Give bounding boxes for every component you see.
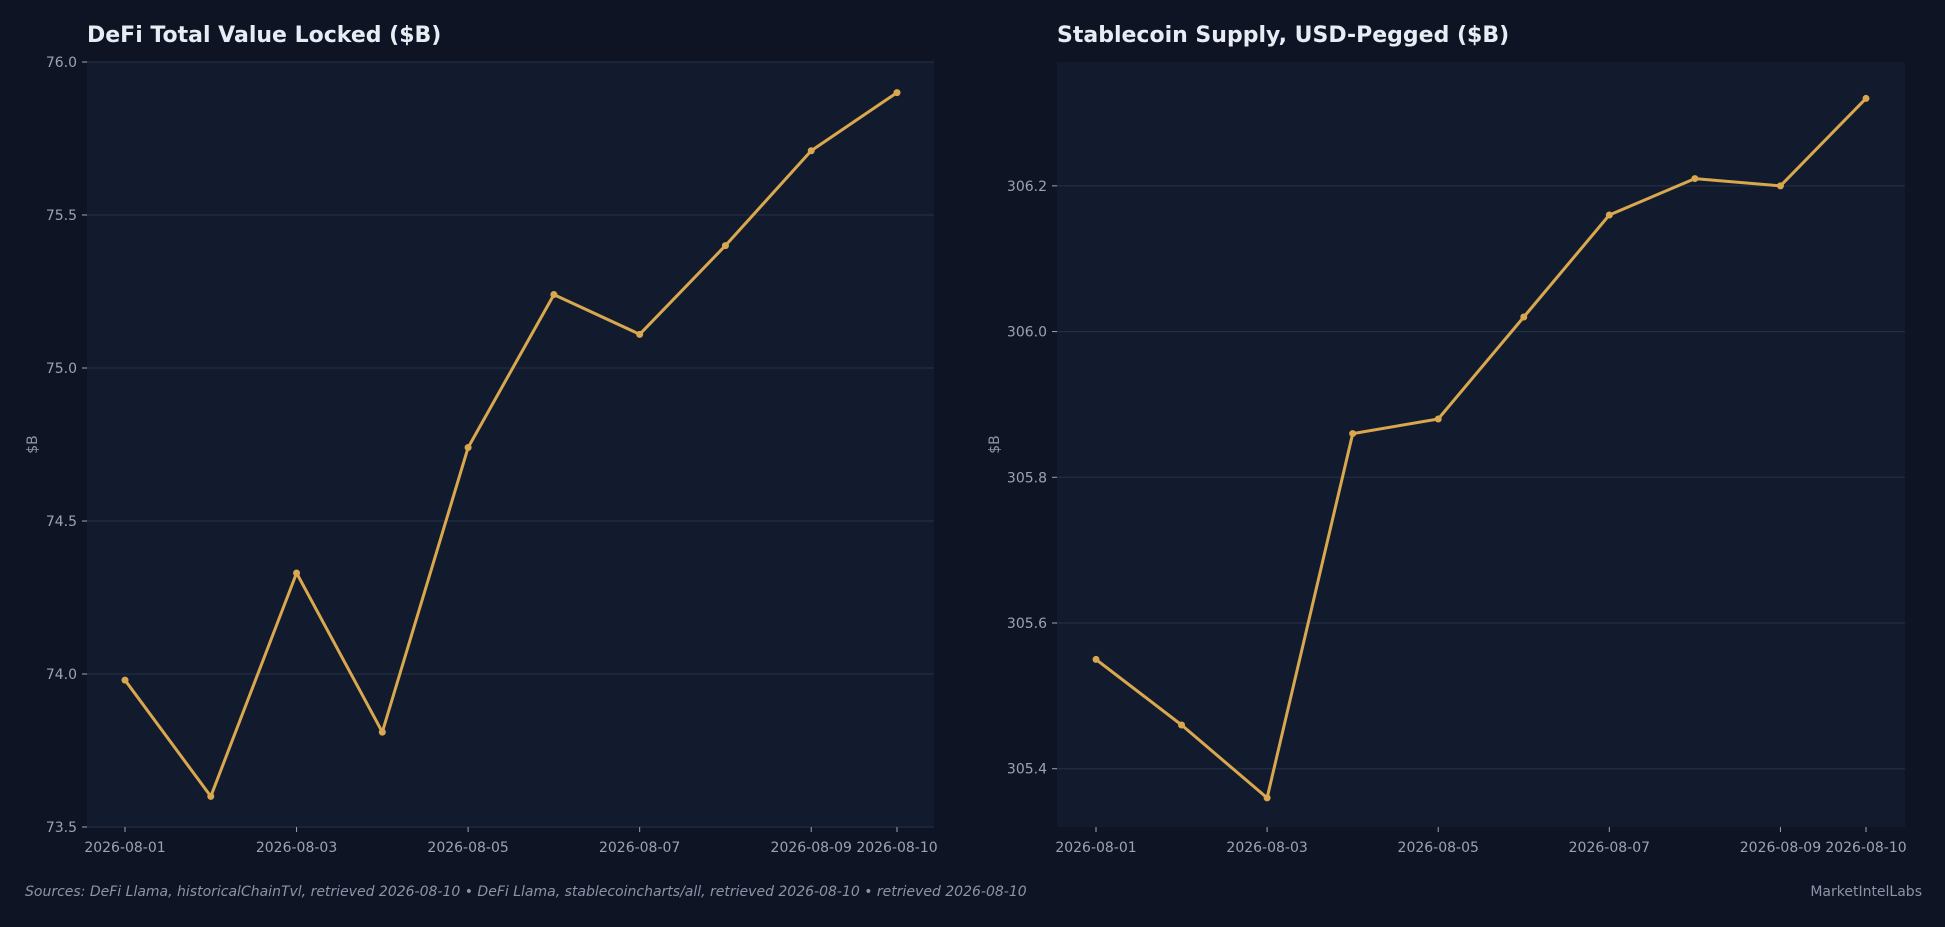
x-tick-label: 2026-08-07	[599, 840, 680, 856]
y-tick-label: 74.0	[46, 667, 77, 683]
y-tick-label: 75.0	[46, 361, 77, 377]
x-tick-label: 2026-08-10	[1825, 840, 1906, 856]
data-point	[721, 242, 729, 250]
series-line	[123, 91, 899, 798]
data-point	[1862, 94, 1870, 102]
x-tick-label: 2026-08-01	[1055, 840, 1136, 856]
x-tick-label: 2026-08-07	[1569, 840, 1650, 856]
y-tick-label: 305.4	[1007, 762, 1047, 778]
data-point	[1263, 794, 1271, 802]
y-tick-label: 74.5	[46, 514, 77, 530]
data-point	[893, 89, 901, 97]
data-point	[1776, 182, 1784, 190]
x-tick-label: 2026-08-01	[84, 840, 165, 856]
plot-area	[1057, 62, 1905, 827]
data-point	[1178, 721, 1186, 729]
data-point	[807, 147, 815, 155]
x-tick-label: 2026-08-03	[1226, 840, 1307, 856]
y-tick-label: 76.0	[46, 55, 77, 71]
x-tick-label: 2026-08-05	[1398, 840, 1479, 856]
data-point	[207, 792, 215, 800]
x-tick-label: 2026-08-03	[256, 840, 337, 856]
data-point	[1349, 430, 1357, 438]
x-tick-label: 2026-08-09	[771, 840, 852, 856]
y-tick-label: 75.5	[46, 208, 77, 224]
data-point	[550, 291, 558, 299]
data-point	[1520, 313, 1528, 321]
x-tick-label: 2026-08-09	[1740, 840, 1821, 856]
data-point	[293, 569, 301, 577]
data-point	[636, 330, 644, 338]
brand-label: MarketIntelLabs	[1810, 884, 1922, 900]
plot-area	[87, 62, 934, 827]
data-point	[464, 444, 472, 452]
chart-title: DeFi Total Value Locked ($B)	[87, 23, 441, 48]
x-tick-label: 2026-08-05	[427, 840, 508, 856]
y-axis-label: $B	[25, 435, 41, 454]
chart-title: Stablecoin Supply, USD-Pegged ($B)	[1057, 23, 1509, 48]
y-tick-label: 306.0	[1007, 325, 1047, 341]
data-point	[378, 728, 386, 736]
y-tick-label: 305.8	[1007, 470, 1047, 486]
y-tick-label: 73.5	[46, 820, 77, 836]
data-point	[1092, 655, 1100, 663]
data-point	[1691, 175, 1699, 183]
series-line	[1094, 96, 1868, 800]
data-point	[1605, 211, 1613, 219]
y-tick-label: 306.2	[1007, 179, 1047, 195]
data-point	[121, 676, 129, 684]
y-axis-label: $B	[987, 435, 1003, 454]
x-tick-label: 2026-08-10	[856, 840, 937, 856]
sources-footnote: Sources: DeFi Llama, historicalChainTvl,…	[25, 884, 1027, 900]
y-tick-label: 305.6	[1007, 616, 1047, 632]
data-point	[1434, 415, 1442, 423]
